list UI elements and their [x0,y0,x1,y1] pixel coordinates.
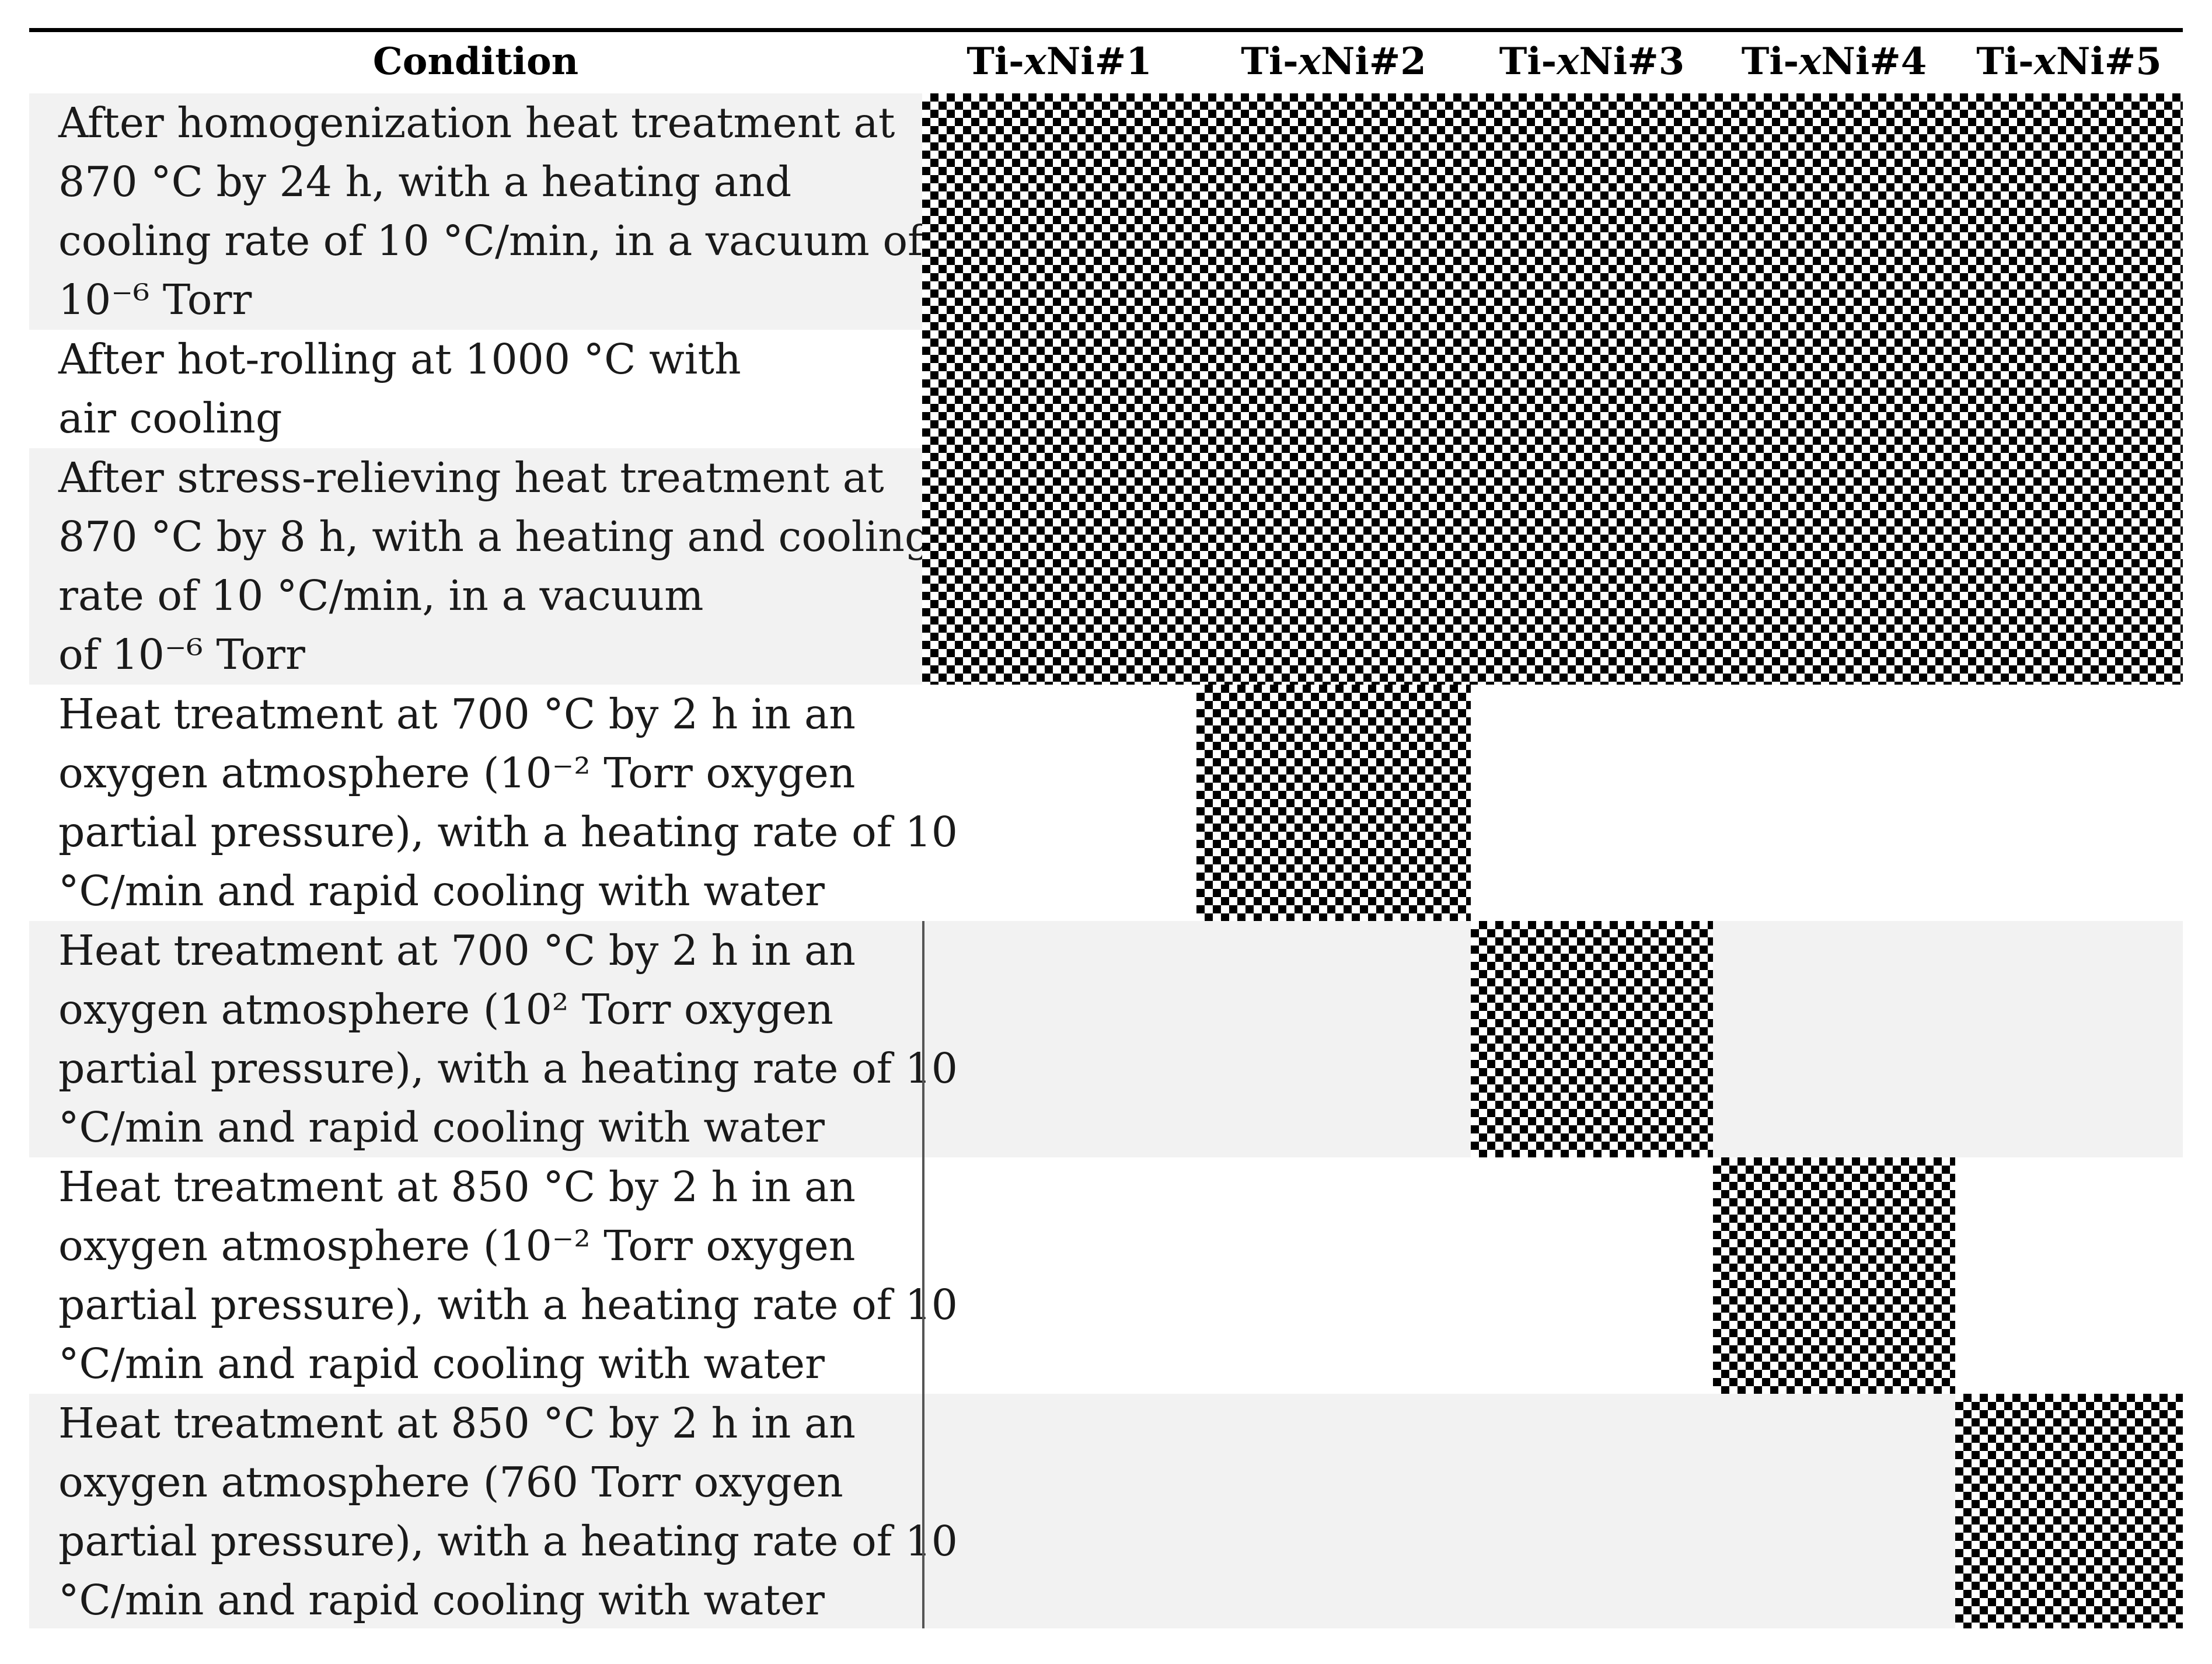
header-col-1-prefix: Ti- [967,39,1024,83]
condition-line: Heat treatment at 850 °C by 2 h in an [58,1399,856,1447]
header-col-5-prefix: Ti- [1976,39,2034,83]
header-col-1-suffix: Ni#1 [1046,39,1152,83]
condition-line: oxygen atmosphere (760 Torr oxygen [58,1458,843,1506]
header-col-2-prefix: Ti- [1241,39,1299,83]
condition-line: °C/min and rapid cooling with water [58,1576,825,1624]
header-row: Condition Ti-x Ni#1 Ti-x Ni#2 Ti-x Ni#3 Ti-… [29,32,2183,93]
condition-line: partial pressure), with a heating rate o… [58,808,958,856]
header-condition: Condition [372,39,579,83]
header-col-4-suffix: Ni#4 [1821,39,1927,83]
header-col-5: Ti-x Ni#5 [1955,32,2183,90]
condition-line: After hot-rolling at 1000 °C with [58,335,741,383]
table-row: Heat treatment at 700 °C by 2 h in an ox… [29,685,2183,921]
condition-line: 870 °C by 24 h, with a heating and [58,158,792,206]
header-col-5-suffix: Ni#5 [2056,39,2162,83]
condition-line: Heat treatment at 850 °C by 2 h in an [58,1163,856,1211]
condition-line: of 10⁻⁶ Torr [58,630,305,679]
checker-sample-3 [1471,921,1713,1157]
condition-cell: After hot-rolling at 1000 °C with air co… [58,330,910,448]
condition-line: Heat treatment at 700 °C by 2 h in an [58,690,856,738]
condition-line: cooling rate of 10 °C/min, in a vacuum o… [58,217,923,265]
header-col-1-var: x [1024,39,1046,83]
condition-cell: Heat treatment at 700 °C by 2 h in an ox… [58,685,958,921]
table-row: Heat treatment at 850 °C by 2 h in an ox… [29,1394,2183,1628]
condition-line: After stress-relieving heat treatment at [58,453,884,502]
condition-line: 10⁻⁶ Torr [58,275,252,324]
header-col-4: Ti-x Ni#4 [1713,32,1955,90]
condition-line: rate of 10 °C/min, in a vacuum [58,571,704,620]
checker-all-samples [922,93,2183,685]
table-row: Heat treatment at 850 °C by 2 h in an ox… [29,1157,2183,1394]
header-col-2: Ti-x Ni#2 [1196,32,1471,90]
table-row: After hot-rolling at 1000 °C with air co… [29,330,2183,448]
condition-line: °C/min and rapid cooling with water [58,1103,825,1152]
header-col-3-var: x [1557,39,1579,83]
condition-cell: Heat treatment at 850 °C by 2 h in an ox… [58,1157,958,1394]
condition-line: °C/min and rapid cooling with water [58,867,825,915]
header-col-1: Ti-x Ni#1 [922,32,1196,90]
condition-cell: After homogenization heat treatment at 8… [58,93,923,330]
condition-cell: After stress-relieving heat treatment at… [58,448,931,685]
header-col-4-var: x [1799,39,1822,83]
header-col-4-prefix: Ti- [1741,39,1799,83]
header-col-2-suffix: Ni#2 [1320,39,1426,83]
condition-line: air cooling [58,394,282,442]
condition-line: partial pressure), with a heating rate o… [58,1281,958,1329]
header-col-3: Ti-x Ni#3 [1471,32,1713,90]
condition-line: After homogenization heat treatment at [58,99,895,147]
conditions-table: Condition Ti-x Ni#1 Ti-x Ni#2 Ti-x Ni#3 Ti-… [29,28,2183,1628]
condition-line: partial pressure), with a heating rate o… [58,1517,958,1565]
condition-line: Heat treatment at 700 °C by 2 h in an [58,926,856,975]
condition-line: 870 °C by 8 h, with a heating and coolin… [58,512,931,561]
header-col-3-prefix: Ti- [1499,39,1557,83]
table-row: Heat treatment at 700 °C by 2 h in an ox… [29,921,2183,1157]
checker-sample-2 [1196,685,1471,921]
condition-cell: Heat treatment at 850 °C by 2 h in an ox… [58,1394,958,1628]
condition-line: oxygen atmosphere (10⁻² Torr oxygen [58,1222,856,1270]
header-col-2-var: x [1298,39,1321,83]
condition-cell: Heat treatment at 700 °C by 2 h in an ox… [58,921,958,1157]
column-divider [922,921,924,1628]
checker-sample-5 [1955,1394,2183,1628]
condition-line: oxygen atmosphere (10⁻² Torr oxygen [58,749,856,797]
condition-line: oxygen atmosphere (10² Torr oxygen [58,985,833,1034]
header-col-3-suffix: Ni#3 [1579,39,1685,83]
checker-sample-4 [1713,1157,1955,1394]
header-col-5-var: x [2033,39,2056,83]
condition-line: °C/min and rapid cooling with water [58,1339,825,1388]
condition-line: partial pressure), with a heating rate o… [58,1044,958,1093]
